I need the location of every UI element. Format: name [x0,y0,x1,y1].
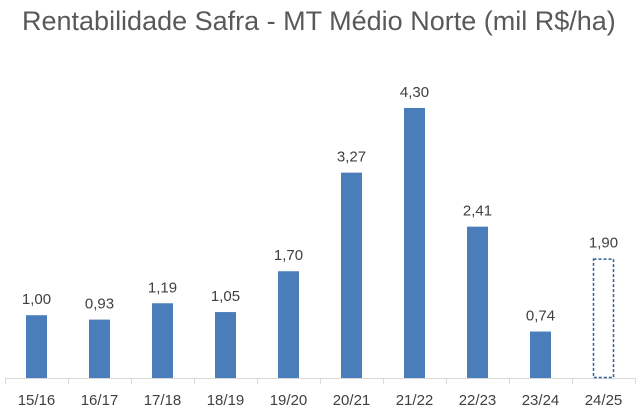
x-tick-label: 22/23 [459,392,497,409]
bar [26,315,47,378]
data-label: 4,30 [400,84,429,101]
data-label: 1,00 [22,291,51,308]
data-label: 0,93 [85,296,114,313]
x-tick-label: 15/16 [18,392,56,409]
x-tick-label: 20/21 [333,392,371,409]
bar [530,331,551,378]
x-tick-label: 24/25 [585,392,623,409]
x-tick-label: 19/20 [270,392,308,409]
bar [341,172,362,378]
data-label: 1,05 [211,288,240,305]
bar [89,319,110,378]
bar [215,312,236,378]
data-label: 1,19 [148,279,177,296]
x-tick-label: 21/22 [396,392,434,409]
chart-title: Rentabilidade Safra - MT Médio Norte (mi… [22,6,616,36]
bar [467,226,488,378]
data-label: 1,90 [589,235,618,252]
bar-projected [592,258,615,379]
data-label: 1,70 [274,247,303,264]
data-label: 0,74 [526,308,555,325]
bar [278,271,299,378]
bar [152,303,173,378]
x-tick-label: 18/19 [207,392,245,409]
x-tick-label: 17/18 [144,392,182,409]
data-label: 3,27 [337,149,366,166]
x-tick-label: 16/17 [81,392,119,409]
data-label: 2,41 [463,203,492,220]
bar [404,107,425,379]
x-tick-label: 23/24 [522,392,560,409]
